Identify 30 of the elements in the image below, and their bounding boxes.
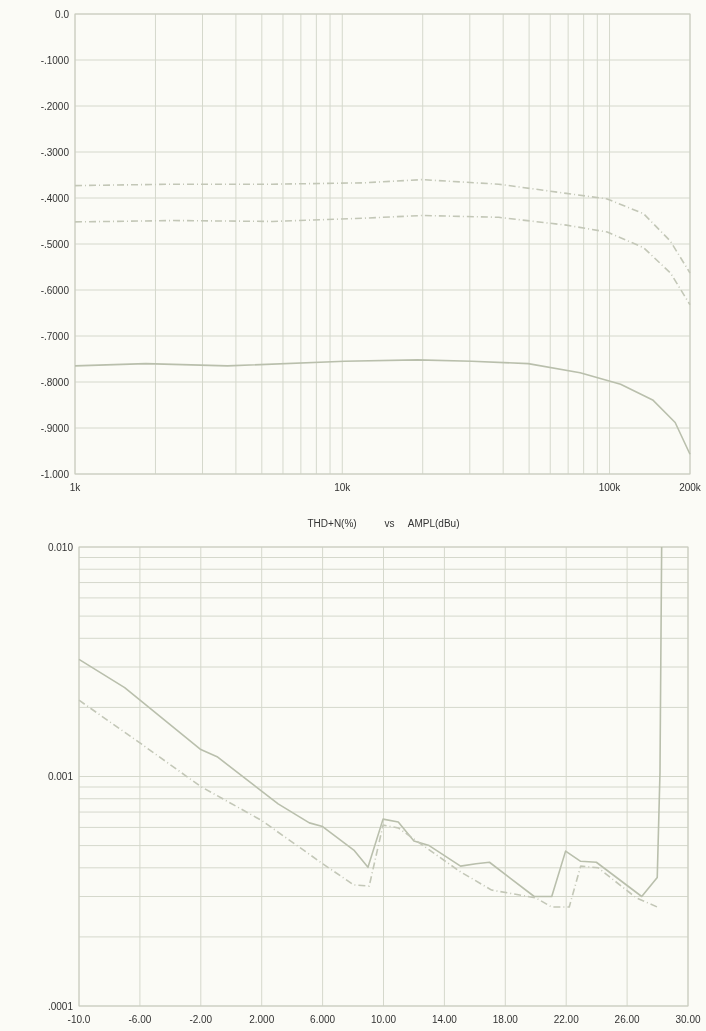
y-tick-label: -.8000 (40, 376, 70, 388)
x-tick-label: 100k (598, 482, 622, 493)
x-tick-label: 6.000 (310, 1014, 336, 1025)
x-tick-label: -10.0 (67, 1014, 91, 1025)
x-tick-label: 10k (334, 482, 352, 493)
x-tick-label: 1k (69, 482, 82, 493)
chart-title: THD+N(%) vs AMPL(dBu) (307, 518, 460, 529)
y-tick-label: -.5000 (40, 238, 70, 250)
y-tick-label: 0.0 (55, 8, 70, 20)
x-tick-label: 200k (679, 482, 702, 493)
y-tick-label: 0.001 (47, 771, 74, 782)
x-tick-label: 10.00 (370, 1014, 397, 1025)
y-tick-label: -.2000 (40, 100, 70, 112)
y-tick-label: 0.010 (47, 541, 74, 553)
x-tick-label: 26.00 (614, 1014, 641, 1025)
y-tick-label: -.7000 (40, 330, 70, 342)
y-tick-label: -1.000 (40, 468, 70, 480)
y-tick-label: -.4000 (40, 192, 70, 204)
x-tick-label: 2.000 (249, 1014, 275, 1025)
x-tick-label: 18.00 (492, 1014, 519, 1025)
x-tick-label: -2.00 (189, 1014, 213, 1025)
y-tick-label: -.9000 (40, 422, 70, 434)
x-tick-label: 14.00 (431, 1014, 458, 1025)
y-tick-label: -.6000 (40, 284, 70, 296)
y-tick-label: -.3000 (40, 146, 70, 158)
x-tick-label: -6.00 (128, 1014, 152, 1025)
x-tick-label: 30.00 (675, 1014, 701, 1025)
x-tick-label: 22.00 (553, 1014, 580, 1025)
y-tick-label: .0001 (47, 1000, 74, 1012)
y-tick-label: -.1000 (40, 54, 70, 66)
